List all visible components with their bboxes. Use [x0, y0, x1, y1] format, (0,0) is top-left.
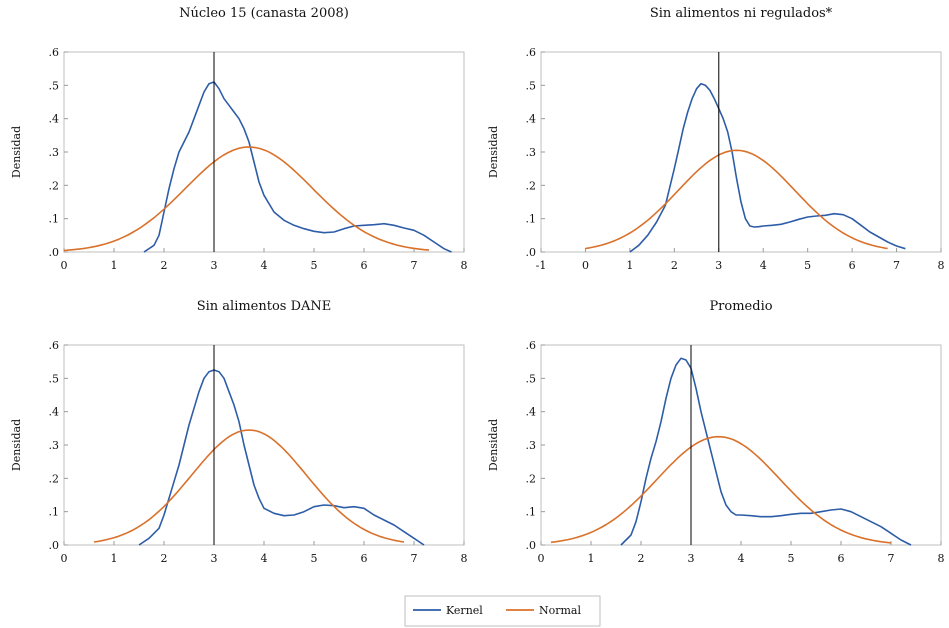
chart-panel-4: Promedio Densidad .0 .1 .2 .3 .4 .5 .6 0 1 2 3 4 5 6 7 8: [487, 299, 945, 565]
x-tick-label: 4: [760, 259, 767, 272]
x-tick-label: 2: [671, 259, 678, 272]
x-tick-label: 5: [311, 552, 318, 565]
x-tick-label: 1: [111, 259, 118, 272]
y-tick-label: .0: [49, 539, 60, 552]
chart-panel-2: Sin alimentos ni regulados* Densidad .0 .1.…: [487, 6, 945, 272]
x-tick-label: 3: [688, 552, 695, 565]
x-tick-label: 7: [888, 552, 895, 565]
x-tick-label: 6: [838, 552, 845, 565]
x-tick-label: 8: [461, 259, 468, 272]
x-tick-label: 3: [211, 259, 218, 272]
x-tick-label: 7: [411, 259, 418, 272]
x-tick-label: 6: [361, 259, 368, 272]
y-axis-label: Densidad: [487, 419, 500, 471]
y-tick-label: .2: [49, 179, 60, 192]
normal-line: [550, 435, 892, 544]
y-tick-label: .4: [49, 113, 60, 126]
y-tick-label: .2: [49, 472, 60, 485]
x-tick-label: 0: [61, 552, 68, 565]
normal-line: [585, 149, 888, 250]
x-tick-label: 5: [804, 259, 811, 272]
kernel-line: [138, 369, 425, 546]
y-tick-label: .6: [49, 339, 60, 352]
y-tick-label: .3: [49, 439, 60, 452]
x-tick-label: -1: [536, 259, 547, 272]
chart-title: Promedio: [709, 299, 772, 314]
normal-line: [63, 146, 430, 252]
plot-frame: [63, 344, 465, 546]
y-tick-label: .1: [526, 506, 537, 519]
chart-panels: Núcleo 15 (canasta 2008) Densidad .0 .1 .2 .3…: [10, 6, 945, 565]
kernel-line: [629, 82, 906, 253]
plot-frame: [540, 51, 942, 253]
y-tick-label: .3: [526, 146, 537, 159]
y-tick-label: .5: [526, 372, 537, 385]
kernel-line: [620, 357, 912, 546]
x-tick-label: 8: [461, 552, 468, 565]
x-tick-label: 0: [582, 259, 589, 272]
y-tick-label: .6: [526, 339, 537, 352]
y-tick-label: .5: [49, 79, 60, 92]
x-tick-label: 3: [211, 552, 218, 565]
x-tick-label: 2: [161, 259, 168, 272]
legend-label-kernel: Kernel: [446, 604, 483, 617]
y-tick-label: .5: [49, 372, 60, 385]
x-tick-label: 0: [538, 552, 545, 565]
chart-title: Núcleo 15 (canasta 2008): [179, 6, 349, 21]
y-tick-label: .0: [49, 246, 60, 259]
y-tick-label: .1: [526, 213, 537, 226]
y-axis-label: Densidad: [487, 126, 500, 178]
y-tick-label: .1: [49, 213, 60, 226]
plot-frame: [63, 51, 465, 253]
y-tick-label: .0: [526, 539, 537, 552]
chart-title: Sin alimentos DANE: [197, 299, 332, 314]
y-tick-label: .2: [526, 472, 537, 485]
y-tick-label: .3: [526, 439, 537, 452]
legend: Kernel Normal: [404, 595, 601, 627]
x-tick-label: 1: [588, 552, 595, 565]
legend-box: [404, 595, 601, 627]
x-tick-label: 8: [938, 552, 945, 565]
x-tick-label: 7: [893, 259, 900, 272]
x-tick-label: 6: [361, 552, 368, 565]
x-tick-label: 4: [261, 552, 268, 565]
chart-panel-1: Núcleo 15 (canasta 2008) Densidad .0 .1 .2 .3…: [10, 6, 468, 272]
x-tick-label: 8: [938, 259, 945, 272]
chart-title: Sin alimentos ni regulados*: [650, 6, 833, 21]
y-axis-label: Densidad: [10, 419, 23, 471]
x-tick-label: 5: [311, 259, 318, 272]
y-tick-label: .4: [526, 406, 537, 419]
y-tick-label: .4: [49, 406, 60, 419]
y-tick-label: .4: [526, 113, 537, 126]
x-tick-label: 2: [638, 552, 645, 565]
y-tick-label: .1: [49, 506, 60, 519]
kernel-line: [143, 81, 452, 253]
x-tick-label: 2: [161, 552, 168, 565]
y-tick-label: .5: [526, 79, 537, 92]
y-tick-label: .6: [526, 46, 537, 59]
legend-label-normal: Normal: [539, 604, 581, 617]
x-tick-label: 4: [261, 259, 268, 272]
x-tick-label: 3: [715, 259, 722, 272]
x-tick-label: 4: [738, 552, 745, 565]
y-tick-label: .2: [526, 179, 537, 192]
x-tick-label: 0: [61, 259, 68, 272]
y-tick-label: .6: [49, 46, 60, 59]
x-tick-label: 6: [849, 259, 856, 272]
normal-line: [93, 429, 405, 543]
x-tick-label: 7: [411, 552, 418, 565]
x-tick-label: 1: [111, 552, 118, 565]
y-axis-label: Densidad: [10, 126, 23, 178]
y-tick-label: .0: [526, 246, 537, 259]
x-tick-label: 5: [788, 552, 795, 565]
x-tick-label: 1: [626, 259, 633, 272]
chart-panel-3: Sin alimentos DANE Densidad .0 .1 .2 .3 .4 .5 .6…: [10, 299, 468, 565]
y-tick-label: .3: [49, 146, 60, 159]
